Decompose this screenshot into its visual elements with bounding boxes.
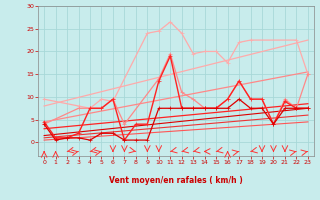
X-axis label: Vent moyen/en rafales ( km/h ): Vent moyen/en rafales ( km/h ) [109, 176, 243, 185]
